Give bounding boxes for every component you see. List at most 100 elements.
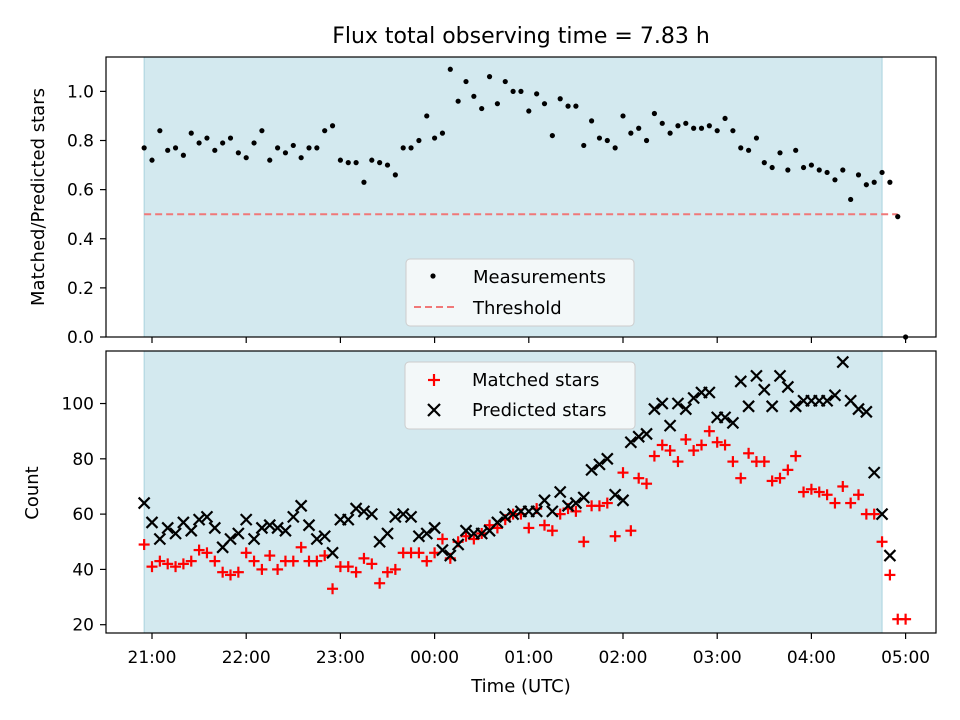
matched-star-point [413, 547, 425, 559]
matched-star-point [240, 547, 252, 559]
matched-star-point [546, 525, 558, 537]
predicted-star-point [781, 380, 795, 394]
legend-matched-label: Matched stars [472, 370, 599, 391]
matched-star-point [256, 563, 268, 575]
predicted-star-point [648, 402, 661, 416]
matched-star-point [766, 475, 778, 487]
measurement-point [384, 162, 391, 168]
measurement-point [628, 130, 634, 136]
measurement-point [604, 137, 610, 144]
bottom-x-tick-label: 21:00 [128, 648, 177, 668]
predicted-star-point [836, 355, 850, 369]
predicted-star-point [137, 496, 151, 510]
predicted-star-point [287, 510, 300, 524]
measurement-point [832, 177, 838, 183]
predicted-star-point [200, 510, 214, 524]
matched-star-point [436, 533, 448, 545]
predicted-star-point [828, 388, 842, 402]
matched-star-point [225, 569, 236, 581]
top-y-axis-ticks: 0.0 0.2 0.4 0.6 0.8 1.0 [67, 82, 106, 348]
predicted-star-point [451, 538, 465, 551]
matched-star-point [758, 456, 770, 468]
bottom-x-tick-label: 02:00 [599, 648, 648, 668]
measurement-point [651, 110, 658, 117]
predicted-star-point [498, 510, 512, 524]
measurement-point [471, 93, 477, 99]
measurement-point [879, 169, 885, 176]
measurement-point [353, 160, 359, 166]
top-y-tick-label: 0.6 [67, 181, 94, 201]
measurement-point [848, 196, 854, 203]
predicted-star-point [820, 394, 834, 408]
predicted-star-point [161, 521, 174, 535]
matched-star-point [578, 536, 590, 548]
bottom-x-tick-label: 00:00 [410, 648, 459, 668]
measurement-point [518, 88, 524, 94]
measurement-point [683, 120, 689, 126]
measurement-point [463, 78, 469, 85]
measurement-point [408, 145, 414, 151]
measurement-point [361, 179, 367, 185]
matched-star-point [342, 561, 354, 573]
matched-star-point [672, 456, 684, 468]
matched-star-point [845, 497, 857, 509]
top-y-tick-label: 1.0 [67, 82, 94, 102]
measurement-point [298, 155, 304, 161]
predicted-star-point [444, 549, 457, 562]
predicted-star-point [365, 507, 379, 521]
measurement-point [761, 160, 767, 166]
predicted-star-point [875, 507, 889, 521]
predicted-star-point [436, 543, 449, 557]
measurement-point [581, 142, 587, 149]
bottom-y-tick-label: 40 [72, 560, 94, 580]
predicted-star-point [412, 529, 426, 543]
measurement-point [204, 135, 210, 141]
bottom-y-axis-label: Count [22, 466, 43, 519]
predicted-star-point [640, 427, 653, 441]
matched-star-point [648, 450, 660, 462]
measurement-point [314, 145, 320, 151]
measurement-point [306, 145, 312, 151]
predicted-star-point [428, 521, 441, 535]
predicted-star-point [616, 494, 630, 507]
measurement-point [165, 147, 171, 153]
matched-star-point [358, 552, 370, 564]
measurement-point [251, 140, 257, 146]
predicted-star-point [318, 529, 331, 543]
predicted-star-point [561, 499, 575, 513]
matched-star-point [295, 541, 307, 553]
matched-star-point [146, 561, 158, 573]
measurement-point [439, 130, 446, 136]
matched-star-point [272, 563, 284, 575]
measurement-point [643, 137, 650, 144]
measurement-point [863, 182, 869, 188]
predicted-star-point [192, 513, 206, 526]
matched-star-point [853, 489, 864, 501]
matched-star-point [162, 558, 174, 570]
bottom-x-axis-label: Time (UTC) [470, 676, 571, 697]
matched-star-point [185, 555, 197, 567]
measurement-point [706, 123, 712, 129]
measurement-point [227, 135, 234, 141]
bottom-y-axis-ticks: 20 40 60 80 100 [62, 395, 106, 636]
predicted-star-point [247, 532, 261, 546]
matched-star-point [201, 547, 213, 559]
measurement-point [447, 66, 453, 72]
measurement-point [855, 172, 862, 178]
predicted-star-point [169, 527, 182, 540]
top-y-tick-label: 0.2 [67, 279, 94, 299]
measurement-point [895, 214, 901, 220]
measurement-point [416, 137, 422, 144]
measurement-point [243, 155, 249, 161]
measurement-point [753, 135, 760, 141]
predicted-star-point [389, 510, 402, 524]
measurement-point [541, 101, 548, 107]
measurement-point [377, 160, 383, 166]
predicted-star-point [632, 430, 645, 443]
measurement-point [785, 167, 791, 173]
measurement-point [141, 145, 147, 151]
matched-star-point [523, 522, 535, 534]
measurement-point [455, 98, 461, 104]
matched-star-point [703, 425, 715, 437]
